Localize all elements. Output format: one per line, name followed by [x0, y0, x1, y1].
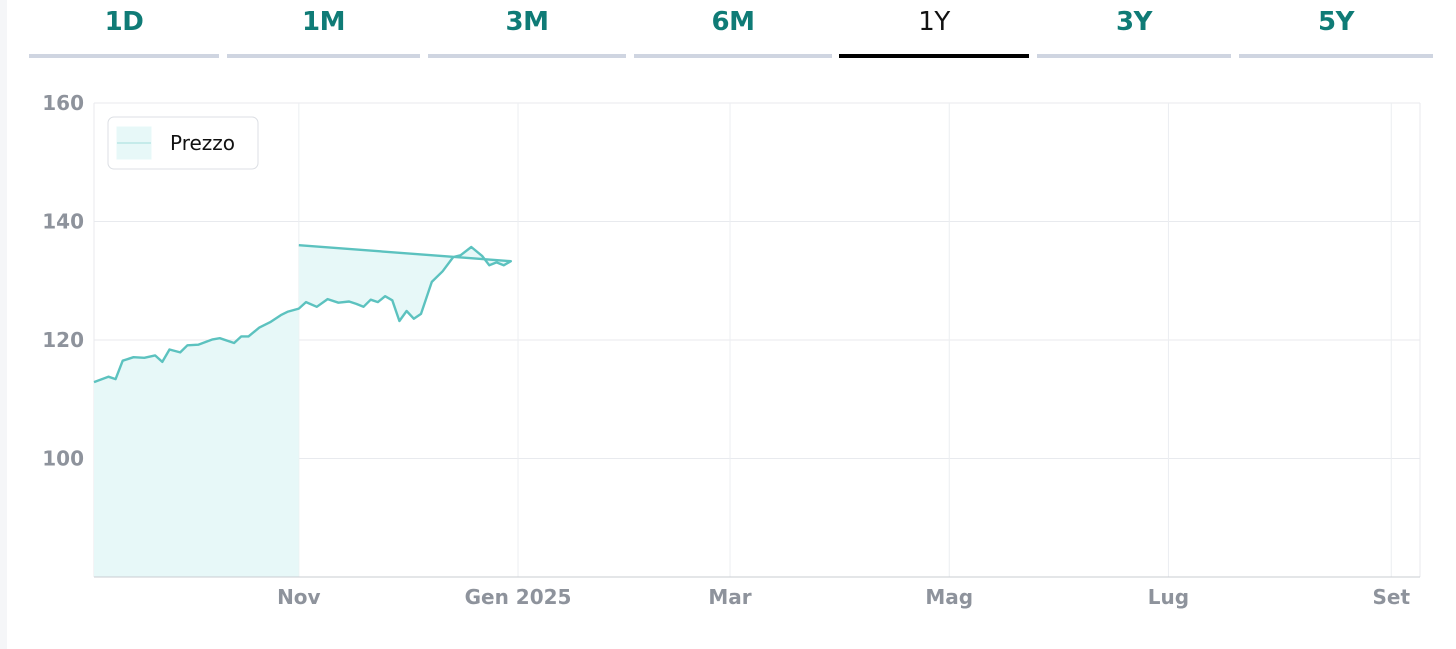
x-tick-label: Lug: [1148, 585, 1189, 609]
x-tick-label: Set: [1372, 585, 1410, 609]
tab-label: 5Y: [1318, 7, 1354, 37]
price-series-line: [93, 244, 512, 384]
tab-underline: [227, 54, 420, 58]
tab-3y[interactable]: 3Y: [1037, 0, 1231, 58]
price-chart: 100 120 140 160 Nov Gen 2025 Mar Mag Lug Set Pre…: [42, 91, 1421, 609]
x-tick-label: Mar: [708, 585, 751, 609]
y-tick-label: 120: [42, 328, 84, 352]
tab-6m[interactable]: 6M: [634, 0, 832, 58]
tab-underline: [839, 54, 1029, 58]
legend-label: Prezzo: [170, 131, 235, 155]
tab-underline: [1239, 54, 1433, 58]
x-tick-label: Gen 2025: [465, 585, 572, 609]
tab-1m[interactable]: 1M: [227, 0, 420, 58]
tab-3m[interactable]: 3M: [428, 0, 626, 58]
tab-label: 3M: [505, 7, 549, 37]
range-tabs: 1D 1M 3M 6M 1Y 3Y 5Y: [0, 0, 1456, 60]
tab-5y[interactable]: 5Y: [1239, 0, 1433, 58]
y-tick-label: 140: [42, 210, 84, 234]
tab-underline: [634, 54, 832, 58]
tab-underline: [428, 54, 626, 58]
tab-underline: [1037, 54, 1231, 58]
tab-label: 1M: [302, 7, 345, 37]
price-area-fill: [94, 245, 511, 577]
tab-underline: [29, 54, 219, 58]
tab-label: 1D: [104, 7, 144, 37]
chart-legend[interactable]: Prezzo: [107, 116, 259, 170]
tab-label: 1Y: [918, 7, 950, 37]
y-tick-label: 100: [42, 447, 84, 471]
x-axis-labels: Nov Gen 2025 Mar Mag Lug Set: [277, 585, 1410, 609]
left-edge-strip: [0, 0, 7, 649]
tab-label: 3Y: [1116, 7, 1152, 37]
tab-label: 6M: [711, 7, 755, 37]
x-tick-label: Nov: [277, 585, 321, 609]
y-tick-label: 160: [42, 91, 84, 115]
tab-1y[interactable]: 1Y: [839, 0, 1029, 58]
x-tick-label: Mag: [925, 585, 973, 609]
y-axis-labels: 100 120 140 160: [42, 91, 84, 471]
tab-1d[interactable]: 1D: [29, 0, 219, 58]
